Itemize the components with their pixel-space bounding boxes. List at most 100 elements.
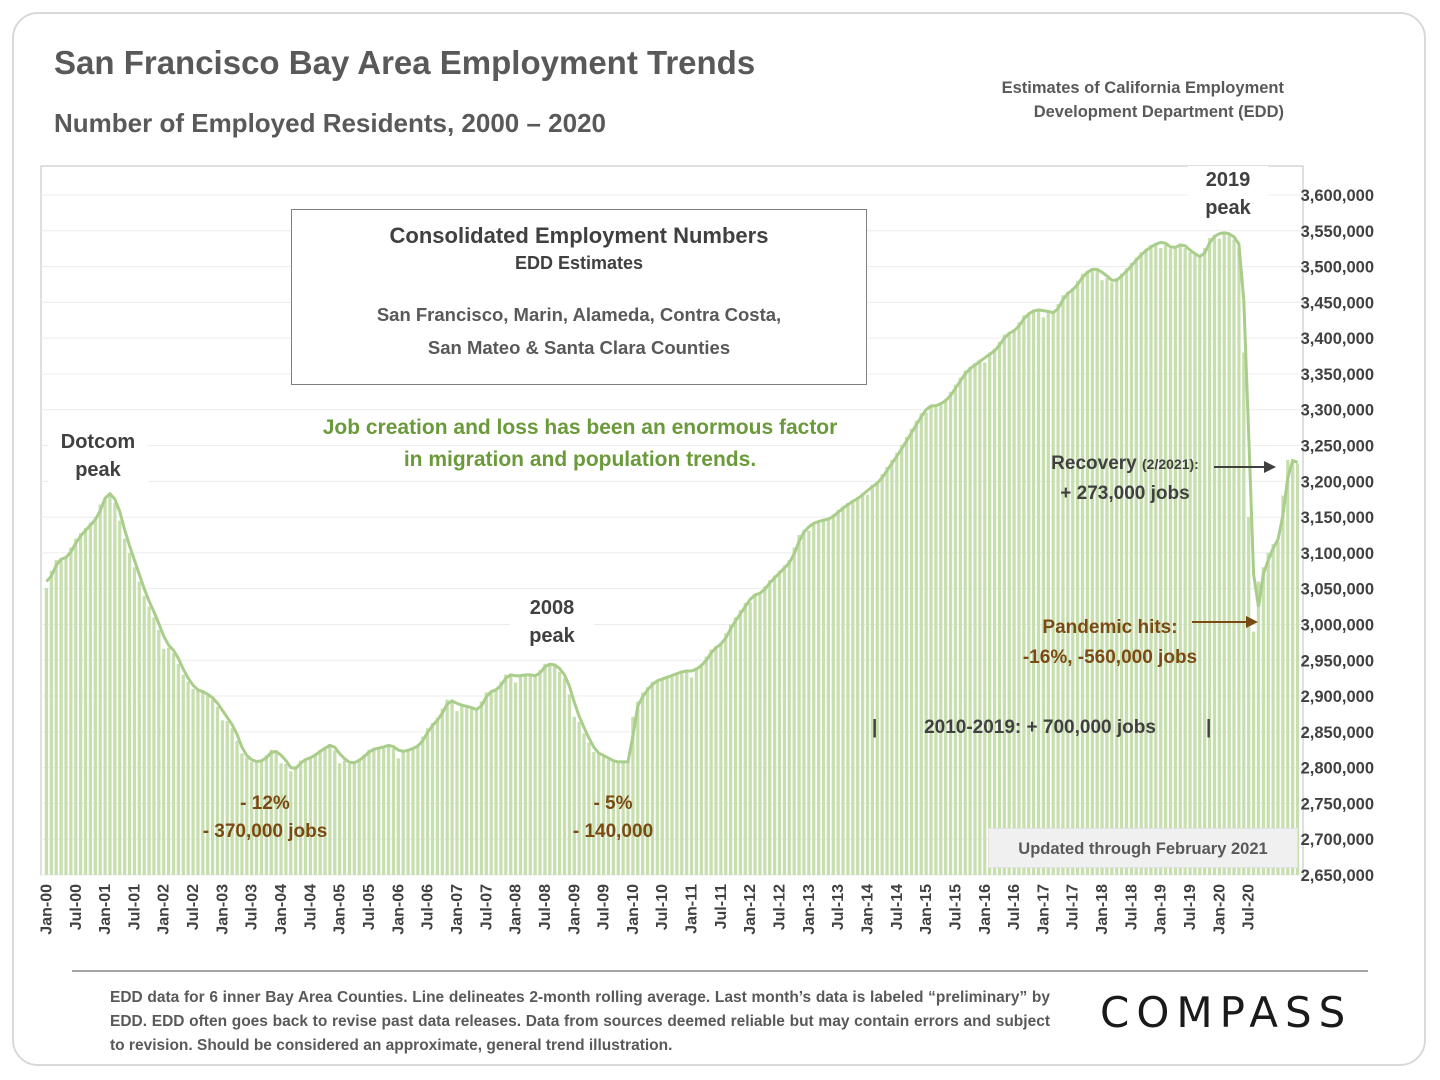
updated-note: Updated through February 2021 xyxy=(988,828,1298,868)
decade-marker-left: | xyxy=(872,717,878,738)
bar xyxy=(738,610,743,875)
bar xyxy=(210,699,215,875)
bar xyxy=(1188,252,1192,875)
x-tick-label: Jan-07 xyxy=(449,884,466,935)
bar xyxy=(401,750,405,875)
x-tick-label: Jul-07 xyxy=(478,884,495,930)
bar xyxy=(69,547,73,875)
peak-2008-line-2: peak xyxy=(529,625,575,647)
peak-2008-line-1: 2008 xyxy=(529,597,575,619)
y-tick-label: 3,200,000 xyxy=(1301,473,1374,491)
bar xyxy=(851,499,855,875)
x-tick-label: Jan-13 xyxy=(801,884,818,935)
y-tick-label: 2,750,000 xyxy=(1301,795,1374,813)
bar xyxy=(484,692,488,875)
x-tick-label: Jul-02 xyxy=(185,884,202,930)
bar xyxy=(147,606,151,875)
bar xyxy=(421,736,425,875)
bar xyxy=(479,701,484,875)
bar xyxy=(79,533,83,875)
bar xyxy=(880,474,884,875)
bar xyxy=(308,756,312,875)
bar xyxy=(665,676,669,875)
x-tick-label: Jul-10 xyxy=(654,884,671,930)
bar xyxy=(333,750,337,875)
x-axis: Jan-00 Jul-00 Jan-01 Jul-01 Jan-02 Jul-02 Jan-… xyxy=(38,884,1257,935)
bar xyxy=(489,690,493,875)
bar xyxy=(914,420,919,875)
bar xyxy=(621,761,625,875)
bar xyxy=(411,747,415,875)
bar xyxy=(606,759,611,875)
dotcom-loss-pct: - 12% xyxy=(240,793,290,814)
bar xyxy=(533,676,537,875)
bar xyxy=(469,708,474,875)
bar xyxy=(377,747,381,875)
bar xyxy=(743,603,747,875)
bar xyxy=(1276,541,1280,875)
bar xyxy=(724,633,728,875)
bar xyxy=(777,570,782,875)
bar xyxy=(425,728,430,875)
bar xyxy=(1075,280,1080,875)
bar xyxy=(772,575,777,875)
bar xyxy=(592,751,596,875)
info-box: Consolidated Employment Numbers EDD Esti… xyxy=(291,209,867,385)
x-tick-label: Jul-00 xyxy=(68,884,85,930)
bar xyxy=(611,761,615,875)
bar xyxy=(836,509,840,875)
job-creation-line-2: in migration and population trends. xyxy=(403,448,757,471)
bar xyxy=(1207,237,1212,875)
bar xyxy=(1012,329,1016,875)
bar xyxy=(1183,247,1187,876)
bar-series xyxy=(44,233,1300,876)
bar xyxy=(518,675,523,875)
bar xyxy=(162,648,166,875)
bar xyxy=(660,678,664,875)
bar xyxy=(118,520,122,875)
rolling-average-line xyxy=(45,231,1299,771)
x-tick-label: Jan-08 xyxy=(508,884,525,935)
y-tick-label: 3,600,000 xyxy=(1301,187,1374,205)
y-tick-label: 3,500,000 xyxy=(1301,259,1374,277)
bar xyxy=(802,529,806,875)
bar xyxy=(831,514,835,875)
bar xyxy=(753,594,757,875)
x-tick-label: Jan-10 xyxy=(625,884,642,935)
bar xyxy=(1124,268,1129,875)
bar xyxy=(670,674,674,875)
bar xyxy=(64,556,68,875)
bar xyxy=(885,467,889,875)
bar xyxy=(548,664,552,875)
bar xyxy=(416,744,420,875)
bar xyxy=(1002,334,1006,875)
bar xyxy=(499,681,503,875)
bar xyxy=(1251,631,1256,875)
bar xyxy=(1232,239,1236,875)
recession-loss-label: - 5% - 140,000 xyxy=(548,790,678,846)
bar xyxy=(616,761,620,875)
bar xyxy=(748,602,752,875)
bar xyxy=(406,749,410,875)
bar xyxy=(582,733,586,875)
bar xyxy=(675,672,679,875)
bar xyxy=(1217,238,1222,876)
peak-2019-label: 2019 peak xyxy=(1188,166,1268,222)
bar xyxy=(1154,243,1158,875)
bar xyxy=(450,702,454,875)
recovery-arrowhead xyxy=(1264,461,1276,473)
x-tick-label: Jul-15 xyxy=(948,884,965,930)
x-tick-label: Jan-06 xyxy=(390,884,407,935)
bar xyxy=(1178,243,1182,875)
bar xyxy=(758,592,762,875)
info-box-subtitle: EDD Estimates xyxy=(514,253,644,273)
bar xyxy=(504,674,508,875)
bar xyxy=(567,694,572,875)
bar xyxy=(176,663,181,875)
info-box-title: Consolidated Employment Numbers xyxy=(389,223,769,248)
bar xyxy=(88,522,93,875)
bar xyxy=(1291,461,1295,875)
bar xyxy=(137,581,141,875)
bar xyxy=(875,481,879,875)
x-tick-label: Jul-18 xyxy=(1123,884,1140,930)
